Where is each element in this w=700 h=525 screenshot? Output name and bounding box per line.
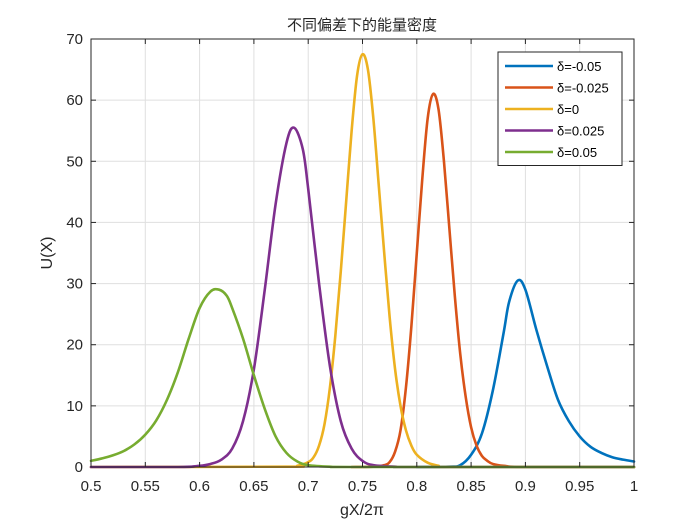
y-tick-label: 30 [66, 276, 83, 293]
chart-title: 不同偏差下的能量密度 [287, 16, 437, 34]
series-line [89, 126, 636, 469]
x-tick-label: 0.95 [565, 478, 594, 495]
legend-label: δ=-0.05 [557, 59, 601, 74]
y-tick-label: 70 [66, 31, 83, 48]
x-tick-label: 0.8 [406, 478, 427, 495]
series-line [350, 92, 636, 469]
legend-label: δ=0.05 [557, 145, 597, 160]
x-tick-label: 0.75 [348, 478, 377, 495]
y-tick-label: 0 [75, 459, 83, 476]
y-tick-label: 20 [66, 337, 83, 354]
x-tick-label: 0.6 [189, 478, 210, 495]
y-tick-label: 40 [66, 214, 83, 231]
x-tick-label: 0.55 [131, 478, 160, 495]
x-tick-label: 0.9 [515, 478, 536, 495]
series-line [89, 52, 636, 469]
y-tick-label: 60 [66, 92, 83, 109]
grid [91, 39, 634, 467]
x-tick-label: 0.7 [298, 478, 319, 495]
x-tick-label: 0.85 [456, 478, 485, 495]
series-layer [89, 52, 636, 469]
x-tick-label: 1 [630, 478, 638, 495]
x-axis: 0.5 0.55 0.6 0.65 0.7 0.75 0.8 0.85 0.9 0.95 1 [81, 39, 638, 495]
legend-label: δ=-0.025 [557, 81, 609, 96]
legend-label: δ=0 [557, 102, 579, 117]
y-axis-title: U(X) [39, 237, 56, 270]
y-tick-label: 50 [66, 153, 83, 170]
x-tick-label: 0.65 [239, 478, 268, 495]
legend-label: δ=0.025 [557, 124, 604, 139]
series-line [415, 278, 636, 469]
legend: δ=-0.05 δ=-0.025 δ=0 δ=0.025 δ=0.05 [497, 51, 623, 166]
x-axis-title: gX/2π [340, 502, 384, 519]
y-axis: 0 10 20 30 40 50 60 70 [66, 31, 634, 476]
y-tick-label: 10 [66, 398, 83, 415]
x-tick-label: 0.5 [81, 478, 102, 495]
